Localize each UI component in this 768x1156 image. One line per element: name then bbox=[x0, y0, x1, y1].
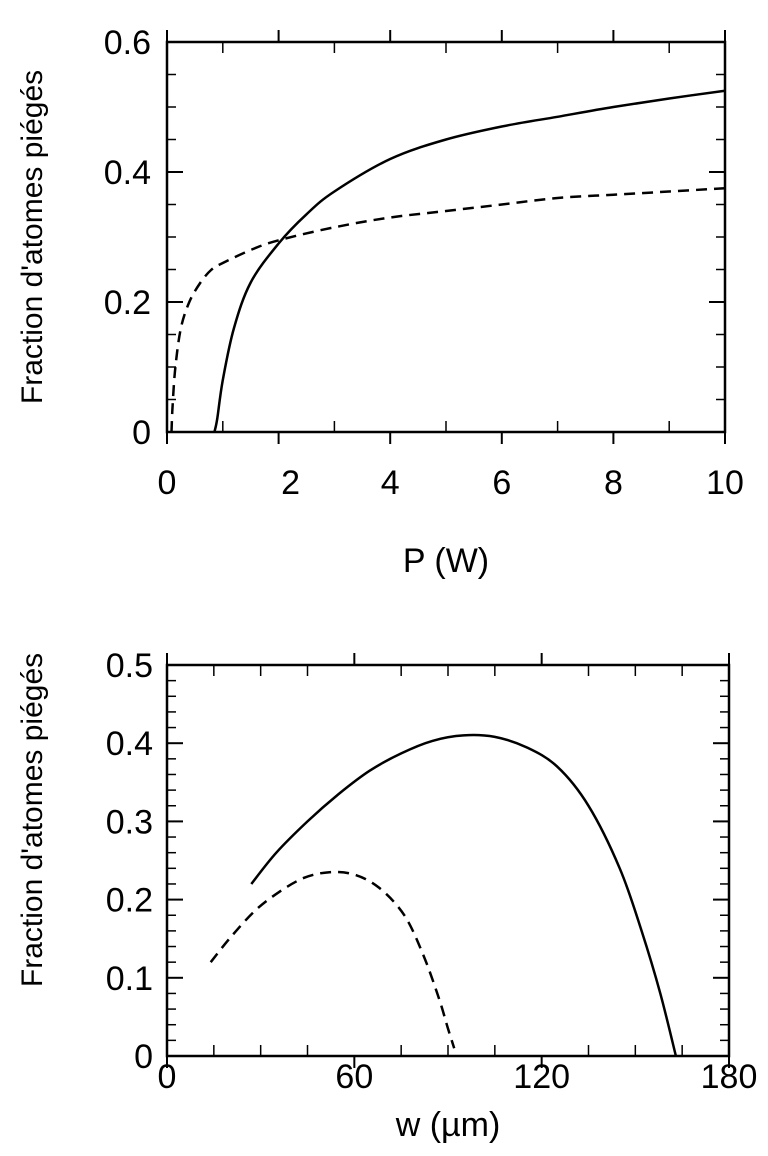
y-tick-label: 0.4 bbox=[106, 725, 153, 763]
dashed-series-line bbox=[209, 870, 456, 1049]
y-tick-label: 0.3 bbox=[106, 803, 153, 841]
y-tick-label: 0.6 bbox=[104, 24, 151, 62]
x-tick-label: 2 bbox=[281, 464, 300, 502]
x-axis-label: P (W) bbox=[403, 542, 489, 580]
x-tick-label: 0 bbox=[158, 1058, 177, 1096]
chart-power: 0 0.2 0.4 0.6 0 2 4 6 8 10 P (W) Fraction d'atome… bbox=[16, 24, 744, 580]
y-tick-label: 0.2 bbox=[106, 882, 153, 920]
y-axis-label: Fraction d'atomes piégés bbox=[16, 70, 49, 404]
series-layer bbox=[209, 733, 678, 1057]
y-tick-label: 0.1 bbox=[106, 960, 153, 998]
tick-marks bbox=[166, 653, 730, 1068]
y-tick-label: 0.5 bbox=[106, 647, 153, 685]
plot-frame bbox=[165, 40, 727, 434]
series-layer bbox=[170, 89, 726, 433]
x-tick-label: 180 bbox=[701, 1058, 758, 1096]
x-tick-label: 60 bbox=[335, 1058, 373, 1096]
solid-series-line bbox=[213, 89, 726, 433]
x-tick-label: 4 bbox=[381, 464, 400, 502]
tick-marks bbox=[166, 30, 726, 444]
x-tick-label: 0 bbox=[158, 464, 177, 502]
x-tick-label: 8 bbox=[604, 464, 623, 502]
y-tick-label: 0 bbox=[134, 1038, 153, 1076]
x-tick-label: 10 bbox=[706, 464, 744, 502]
x-tick-label: 120 bbox=[513, 1058, 570, 1096]
plot-frame bbox=[165, 663, 731, 1058]
tick-labels: 0 0.2 0.4 0.6 0 2 4 6 8 10 bbox=[104, 24, 744, 502]
x-tick-label: 6 bbox=[492, 464, 511, 502]
x-axis-label: w (µm) bbox=[395, 1106, 501, 1144]
y-tick-label: 0.4 bbox=[104, 154, 151, 192]
y-axis-label: Fraction d'atomes piégés bbox=[16, 653, 49, 987]
y-tick-label: 0 bbox=[132, 414, 151, 452]
tick-labels: 0 0.1 0.2 0.3 0.4 0.5 0 60 120 180 bbox=[106, 647, 758, 1096]
dashed-series-line bbox=[170, 187, 726, 433]
solid-series-line bbox=[250, 733, 678, 1057]
y-tick-label: 0.2 bbox=[104, 284, 151, 322]
chart-waist: 0 0.1 0.2 0.3 0.4 0.5 0 60 120 180 w (µm) Fractio… bbox=[16, 647, 757, 1144]
